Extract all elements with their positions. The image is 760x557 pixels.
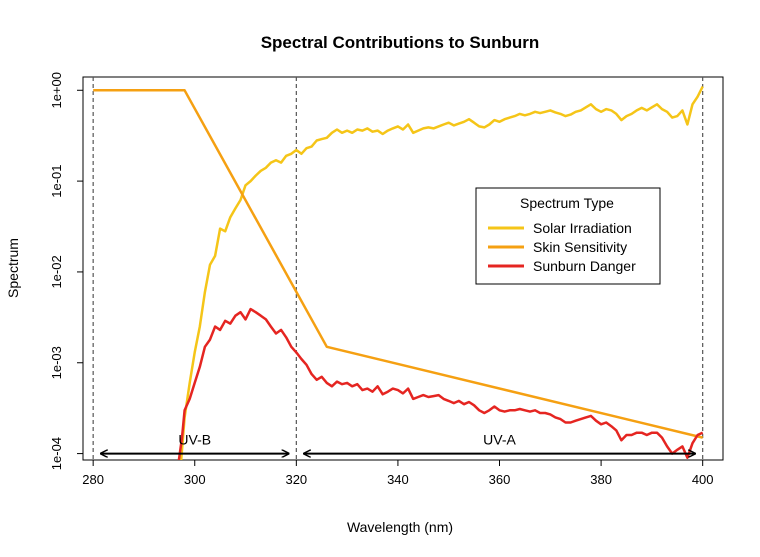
y-tick-label-0: 1e-04	[49, 437, 64, 470]
y-axis-label: Spectrum	[5, 238, 21, 298]
y-tick-label-1: 1e-03	[49, 346, 64, 379]
plot-frame	[82, 76, 724, 461]
x-tick-label-300: 300	[184, 472, 206, 487]
legend-title: Spectrum Type	[520, 195, 614, 211]
x-tick-label-340: 340	[387, 472, 409, 487]
legend-label-skin-sensitivity: Skin Sensitivity	[533, 239, 627, 255]
series-skin-sensitivity	[93, 89, 703, 439]
y-tick-label-3: 1e-01	[49, 164, 64, 197]
legend-label-sunburn-danger: Sunburn Danger	[533, 258, 636, 274]
plot-area	[82, 76, 724, 461]
region-label-uv-a: UV-A	[483, 432, 516, 448]
legend-box	[475, 187, 661, 285]
x-tick-label-320: 320	[285, 472, 307, 487]
series-lines	[93, 85, 704, 460]
y-axis: 1e-04 1e-03 1e-02 1e-01 1e+00	[49, 72, 83, 470]
chart-title: Spectral Contributions to Sunburn	[261, 33, 540, 52]
legend-label-solar-irradiation: Solar Irradiation	[533, 220, 632, 236]
x-axis: 280 300 320 340 360 380 400	[82, 460, 714, 487]
x-tick-label-400: 400	[692, 472, 714, 487]
x-axis-label: Wavelength (nm)	[347, 519, 453, 535]
x-tick-label-280: 280	[82, 472, 104, 487]
region-label-uv-b: UV-B	[178, 432, 211, 448]
reference-lines	[92, 77, 704, 460]
x-tick-label-360: 360	[489, 472, 511, 487]
legend: Spectrum Type Solar Irradiation Skin Sen…	[475, 187, 661, 285]
series-solar-irradiation	[179, 85, 704, 460]
region-annotations: UV-B UV-A	[101, 432, 695, 454]
y-tick-label-4: 1e+00	[49, 72, 64, 109]
series-sunburn-danger	[177, 307, 704, 460]
x-tick-label-380: 380	[590, 472, 612, 487]
y-tick-label-2: 1e-02	[49, 255, 64, 288]
